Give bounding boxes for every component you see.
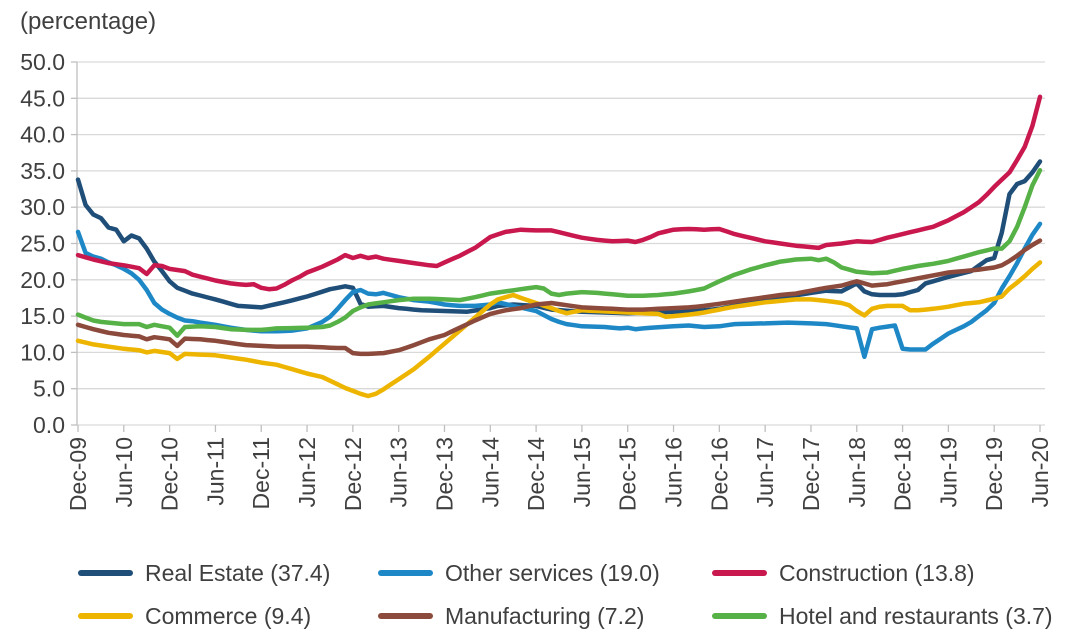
- y-tick-label: 0.0: [33, 412, 65, 438]
- y-tick-label: 25.0: [20, 231, 65, 257]
- y-tick-label: 20.0: [20, 267, 65, 293]
- y-tick-label: 15.0: [20, 303, 65, 329]
- legend: Real Estate (37.4) Other services (19.0) C…: [0, 530, 1079, 640]
- legend-label: Real Estate (37.4): [145, 559, 331, 586]
- legend-label: Commerce (9.4): [145, 602, 312, 629]
- y-tick-label: 40.0: [20, 122, 65, 148]
- chart-area: 0.0 5.0 10.0 15.0 20.0 25.0 30.0 35.0 40.0 45.0 50…: [20, 49, 1053, 511]
- legend-label: Construction (13.8): [779, 559, 975, 586]
- series-line-hotel-and-restaurants-3-7: [75, 167, 1043, 338]
- legend-item: Hotel and restaurants (3.7): [712, 601, 1079, 631]
- legend-item: Construction (13.8): [712, 558, 1079, 588]
- x-tick-label: Dec-10: [157, 437, 183, 511]
- legend-swatch-icon: [78, 613, 133, 619]
- y-tick-label: 30.0: [20, 194, 65, 220]
- y-tick-label: 50.0: [20, 49, 65, 75]
- x-tick-label: Jun-18: [844, 437, 870, 507]
- legend-label: Manufacturing (7.2): [445, 602, 645, 629]
- legend-swatch-icon: [378, 613, 433, 619]
- x-tick-label: Dec-13: [431, 437, 457, 511]
- x-tick-label: Dec-15: [615, 437, 641, 511]
- legend-swatch-icon: [712, 613, 767, 619]
- legend-swatch-icon: [712, 570, 767, 576]
- x-tick-label: Jun-20: [1027, 437, 1053, 507]
- x-tick-label: Dec-12: [340, 437, 366, 511]
- y-tick-label: 5.0: [33, 376, 65, 402]
- legend-item: Other services (19.0): [378, 558, 712, 588]
- line-chart: 0.0 5.0 10.0 15.0 20.0 25.0 30.0 35.0 40.0 45.0 50…: [20, 49, 1053, 511]
- y-tick-label: 35.0: [20, 158, 65, 184]
- legend-swatch-icon: [378, 570, 433, 576]
- chart-title: (percentage): [20, 8, 157, 35]
- y-tick-label: 45.0: [20, 85, 65, 111]
- legend-label: Other services (19.0): [445, 559, 660, 586]
- x-tick-label: Dec-19: [981, 437, 1007, 511]
- x-tick-label: Dec-14: [523, 437, 549, 511]
- x-tick-label: Jun-12: [294, 437, 320, 507]
- x-tick-label: Dec-16: [706, 437, 732, 511]
- x-tick-label: Jun-14: [477, 437, 503, 508]
- x-tick-label: Jun-16: [661, 437, 687, 507]
- y-tick-label: 10.0: [20, 339, 65, 365]
- legend-swatch-icon: [78, 570, 133, 576]
- x-tick-label: Jun-19: [935, 437, 961, 507]
- x-tick-label: Jun-11: [202, 437, 228, 506]
- series-line-construction-13-8: [75, 94, 1043, 292]
- series-line-commerce-9-4: [75, 260, 1043, 399]
- legend-item: Real Estate (37.4): [78, 558, 378, 588]
- x-tick-label: Jun-17: [752, 437, 778, 507]
- legend-label: Hotel and restaurants (3.7): [779, 602, 1053, 629]
- x-tick-label: Jun-10: [111, 437, 137, 507]
- x-tick-label: Dec-18: [890, 437, 916, 511]
- x-tick-label: Dec-09: [65, 437, 91, 511]
- x-tick-label: Dec-17: [798, 437, 824, 511]
- legend-item: Manufacturing (7.2): [378, 601, 712, 631]
- legend-item: Commerce (9.4): [78, 601, 378, 631]
- series-line-manufacturing-7-2: [75, 238, 1043, 357]
- x-tick-label: Jun-15: [569, 437, 595, 507]
- x-tick-label: Dec-11: [248, 437, 274, 509]
- x-tick-label: Jun-13: [386, 437, 412, 507]
